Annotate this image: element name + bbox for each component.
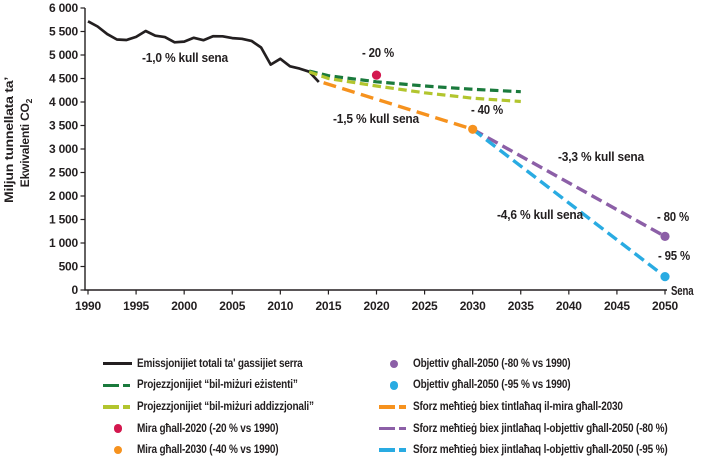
objective-2050-95-dot bbox=[660, 272, 670, 282]
x-tick-label: 2040 bbox=[556, 299, 582, 313]
series-effort-2030-line bbox=[323, 81, 474, 131]
annotation-3: -1,5 % kull sena bbox=[333, 112, 420, 126]
annotation-1: -1,0 % kull sena bbox=[142, 51, 229, 65]
x-tick-label: 2005 bbox=[219, 299, 245, 313]
y-tick-label: 500 bbox=[59, 260, 79, 274]
legend-item: Sforz meħtieġ biex tintlaħaq il-mira għa… bbox=[379, 396, 701, 418]
y-axis-label-line1: Miljun tunnellata ta’ bbox=[2, 77, 16, 203]
legend-column-1: Emissjonijiet totali ta' gassijiet serra… bbox=[103, 353, 375, 461]
annotation-7: - 80 % bbox=[657, 210, 689, 224]
legend-dash-marker-orange bbox=[379, 402, 409, 412]
x-tick-label: 2010 bbox=[267, 299, 293, 313]
annotation-2: - 20 % bbox=[362, 46, 394, 60]
x-tick-label: 2035 bbox=[508, 299, 534, 313]
legend-dot-marker-cyan bbox=[379, 380, 409, 390]
annotation-4: - 40 % bbox=[471, 103, 503, 117]
legend-item: Sforz meħtieġ biex jintlaħaq l-objettiv … bbox=[379, 439, 701, 461]
chart-svg: 0 500 1 000 1 500 2 000 2 500 3 000 3 500 4 000 4… bbox=[2, 1, 695, 313]
legend-item: Mira għall-2030 (-40 % vs 1990) bbox=[103, 439, 375, 461]
y-tick-label: 1 500 bbox=[49, 213, 79, 227]
x-tick-label: 2050 bbox=[652, 299, 678, 313]
legend-item-label: Objettiv għall-2050 (-80 % vs 1990) bbox=[413, 357, 571, 370]
x-tick-label: 1990 bbox=[75, 299, 101, 313]
legend-item: Projezzjonijiet “bil-miżuri eżistenti” bbox=[103, 375, 375, 397]
y-tick-label: 3 500 bbox=[49, 119, 79, 133]
y-tick-label: 0 bbox=[72, 283, 79, 297]
legend-item-label: Mira għall-2020 (-20 % vs 1990) bbox=[137, 422, 279, 435]
legend-dash-marker-wam-green bbox=[103, 402, 133, 412]
annotation-5: -3,3 % kull sena bbox=[558, 150, 645, 164]
annotation-6: -4,6 % kull sena bbox=[497, 208, 584, 222]
objective-2050-80-dot bbox=[660, 231, 670, 241]
x-tick-label: 2045 bbox=[604, 299, 630, 313]
series-wam-line bbox=[308, 70, 521, 104]
legend-solid-marker-black bbox=[103, 359, 133, 369]
y-tick-label: 5 500 bbox=[49, 25, 79, 39]
legend-item: Sforz meħtieġ biex jintlaħaq l-objettiv … bbox=[379, 418, 701, 440]
legend-item: Mira għall-2020 (-20 % vs 1990) bbox=[103, 418, 375, 440]
legend-item: Emissjonijiet totali ta' gassijiet serra bbox=[103, 353, 375, 375]
series-effort-2050-95-line bbox=[471, 127, 667, 278]
legend-dash-marker-purple bbox=[379, 424, 409, 434]
legend-dot-marker-purple bbox=[379, 359, 409, 369]
legend-column-2: Objettiv għall-2050 (-80 % vs 1990) Objet… bbox=[379, 353, 701, 461]
x-axis-label: Sena bbox=[671, 284, 694, 298]
emissions-trend-chart: 0 500 1 000 1 500 2 000 2 500 3 000 3 500 4 000 4… bbox=[2, 1, 695, 313]
y-tick-label: 4 000 bbox=[49, 95, 79, 109]
legend-item: Objettiv għall-2050 (-80 % vs 1990) bbox=[379, 353, 701, 375]
series-wem-line bbox=[308, 69, 521, 94]
x-tick-label: 2000 bbox=[171, 299, 197, 313]
x-tick-label: 2015 bbox=[315, 299, 341, 313]
y-tick-label: 1 000 bbox=[49, 236, 79, 250]
y-tick-label: 5 000 bbox=[49, 48, 79, 62]
target-2020-dot bbox=[371, 70, 382, 80]
legend-dot-marker-red bbox=[103, 424, 133, 434]
legend-item-label: Mira għall-2030 (-40 % vs 1990) bbox=[137, 444, 279, 457]
annotation-8: - 95 % bbox=[658, 249, 690, 263]
legend-dot-marker-orange bbox=[103, 445, 133, 455]
legend-item-label: Objettiv għall-2050 (-95 % vs 1990) bbox=[413, 379, 571, 392]
legend-item-label: Sforz meħtieġ biex jintlaħaq l-objettiv … bbox=[413, 422, 668, 435]
series-historical-line bbox=[87, 20, 320, 83]
legend-item-label: Projezzjonijiet “bil-miżuri eżistenti” bbox=[137, 379, 298, 392]
x-tick-label: 2020 bbox=[364, 299, 390, 313]
legend-dash-marker-cyan bbox=[379, 445, 409, 455]
legend-item: Projezzjonijiet “bil-miżuri addizzjonali… bbox=[103, 396, 375, 418]
legend-item-label: Projezzjonijiet “bil-miżuri addizzjonali… bbox=[137, 400, 314, 413]
y-axis-label-line2: Ekwivalenti CO2 bbox=[18, 98, 34, 187]
x-tick-label: 2025 bbox=[412, 299, 438, 313]
y-tick-label: 2 500 bbox=[49, 166, 79, 180]
y-tick-label: 3 000 bbox=[49, 142, 79, 156]
y-tick-label: 4 500 bbox=[49, 72, 79, 86]
x-tick-label: 1995 bbox=[123, 299, 149, 313]
legend-item-label: Sforz meħtieġ biex jintlaħaq l-objettiv … bbox=[413, 444, 668, 457]
legend-item-label: Sforz meħtieġ biex tintlaħaq il-mira għa… bbox=[413, 400, 623, 413]
target-2030-dot bbox=[468, 124, 478, 134]
series-effort-2050-80-line bbox=[471, 127, 666, 238]
legend-dash-marker-wem-green bbox=[103, 380, 133, 390]
legend-item: Objettiv għall-2050 (-95 % vs 1990) bbox=[379, 375, 701, 397]
chart-legend: Emissjonijiet totali ta' gassijiet serra… bbox=[0, 353, 701, 460]
x-tick-label: 2030 bbox=[460, 299, 486, 313]
legend-item-label: Emissjonijiet totali ta' gassijiet serra bbox=[137, 357, 303, 370]
y-tick-label: 6 000 bbox=[49, 1, 79, 15]
y-tick-label: 2 000 bbox=[49, 189, 79, 203]
